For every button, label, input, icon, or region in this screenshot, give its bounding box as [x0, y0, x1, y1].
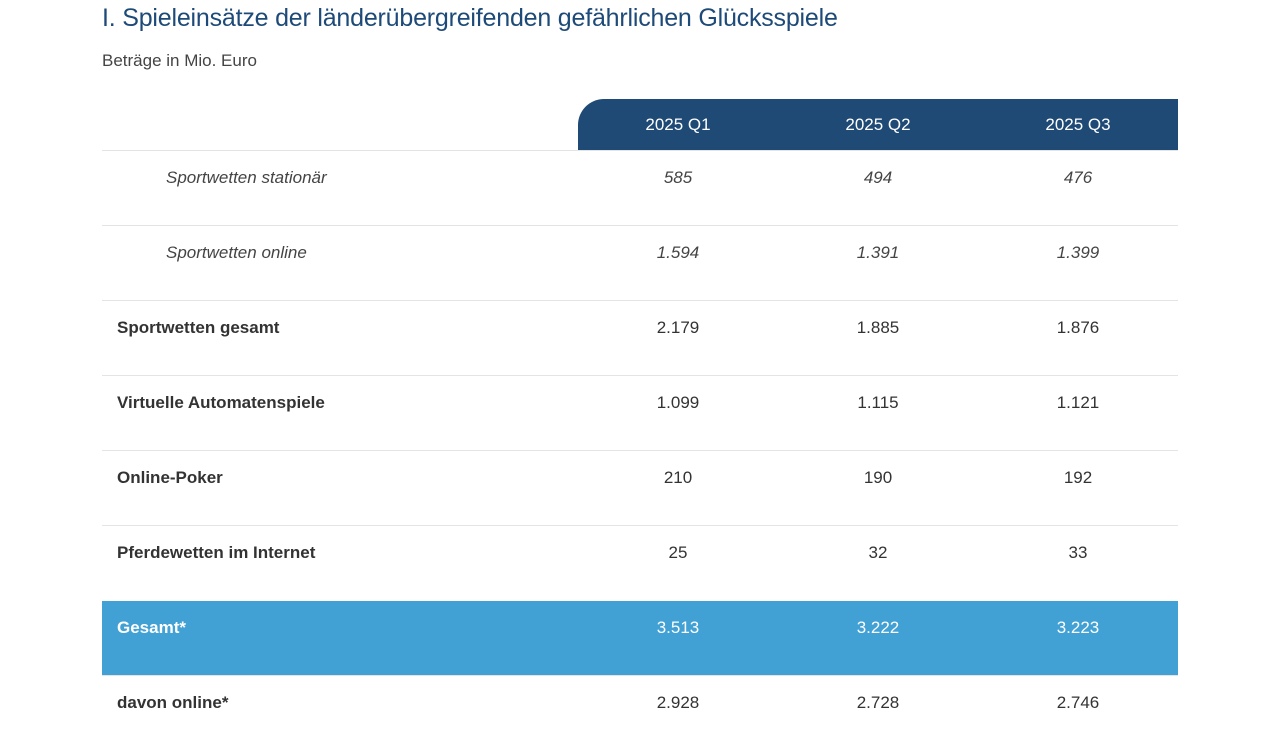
cell-value: 32: [778, 525, 978, 601]
cell-value: 585: [578, 150, 778, 226]
column-header: 2025 Q2: [778, 99, 978, 151]
cell-value: 2.728: [778, 675, 978, 751]
table-row: Sportwetten online 1.594 1.391 1.399: [102, 225, 1178, 301]
cell-value: 3.222: [778, 600, 978, 676]
cell-value: 494: [778, 150, 978, 226]
header-row: 2025 Q1 2025 Q2 2025 Q3: [102, 99, 1178, 151]
cell-value: 3.223: [978, 600, 1178, 676]
cell-value: 1.121: [978, 375, 1178, 451]
header-blank: [102, 99, 578, 151]
column-header: 2025 Q1: [578, 99, 778, 151]
cell-value: 192: [978, 450, 1178, 526]
cell-value: 2.746: [978, 675, 1178, 751]
table-row: davon online* 2.928 2.728 2.746: [102, 675, 1178, 751]
row-label: Virtuelle Automatenspiele: [102, 375, 578, 451]
row-label: Sportwetten gesamt: [102, 300, 578, 376]
cell-value: 2.179: [578, 300, 778, 376]
cell-value: 1.885: [778, 300, 978, 376]
cell-value: 33: [978, 525, 1178, 601]
cell-value: 1.399: [978, 225, 1178, 301]
row-label: Pferdewetten im Internet: [102, 525, 578, 601]
row-label: Online-Poker: [102, 450, 578, 526]
total-row: Gesamt* 3.513 3.222 3.223: [102, 600, 1178, 676]
cell-value: 25: [578, 525, 778, 601]
cell-value: 2.928: [578, 675, 778, 751]
cell-value: 1.876: [978, 300, 1178, 376]
row-label: Gesamt*: [102, 600, 578, 676]
cell-value: 190: [778, 450, 978, 526]
cell-value: 210: [578, 450, 778, 526]
column-header: 2025 Q3: [978, 99, 1178, 151]
table-row: Pferdewetten im Internet 25 32 33: [102, 525, 1178, 601]
cell-value: 1.594: [578, 225, 778, 301]
subtitle: Beträge in Mio. Euro: [102, 51, 257, 70]
cell-value: 1.099: [578, 375, 778, 451]
table-row: Sportwetten stationär 585 494 476: [102, 150, 1178, 226]
cell-value: 1.115: [778, 375, 978, 451]
row-label: davon online*: [102, 675, 578, 751]
data-table: 2025 Q1 2025 Q2 2025 Q3 Sportwetten stat…: [102, 99, 1178, 751]
cell-value: 1.391: [778, 225, 978, 301]
page-title: I. Spieleinsätze der länderübergreifende…: [102, 4, 838, 32]
row-label: Sportwetten stationär: [102, 150, 578, 226]
table-row: Virtuelle Automatenspiele 1.099 1.115 1.121: [102, 375, 1178, 451]
cell-value: 3.513: [578, 600, 778, 676]
table-row: Online-Poker 210 190 192: [102, 450, 1178, 526]
cell-value: 476: [978, 150, 1178, 226]
table-row: Sportwetten gesamt 2.179 1.885 1.876: [102, 300, 1178, 376]
row-label: Sportwetten online: [102, 225, 578, 301]
